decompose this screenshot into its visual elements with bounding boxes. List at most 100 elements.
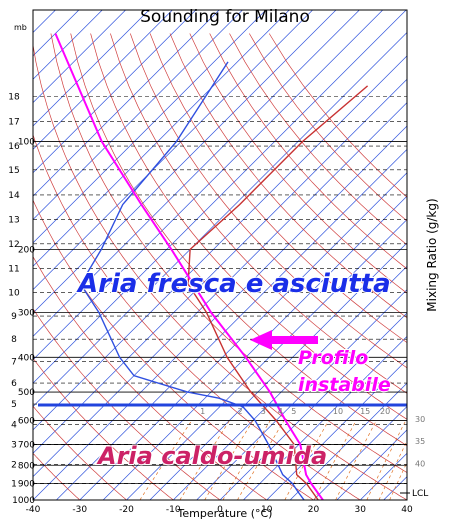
dry-adiabat — [189, 33, 407, 294]
mixing-ratio-label: 3 — [261, 407, 266, 416]
lcl-label: LCL — [412, 489, 428, 499]
isotherm-grid-line — [126, 219, 407, 500]
height-tick-label: 16 — [8, 142, 20, 152]
x-tick-label: 20 — [308, 505, 320, 515]
y-tick-label: 200 — [18, 245, 35, 255]
mixing-ratio-label: 1 — [200, 407, 205, 416]
dry-adiabat — [33, 357, 174, 500]
dry-adiabat — [33, 255, 267, 500]
isotherm — [33, 10, 313, 291]
y-tick-label: 900 — [18, 480, 35, 490]
height-tick-label: 8 — [11, 335, 17, 345]
x-axis-label: Temperature (°C) — [177, 507, 273, 519]
isotherm — [33, 102, 407, 478]
height-tick-label: 6 — [11, 379, 17, 389]
dry-adiabat — [169, 33, 407, 319]
height-tick-label: 10 — [8, 289, 20, 299]
dry-adiabat — [33, 452, 81, 500]
isotherm-grid-line — [266, 359, 407, 500]
mixing-ratio-label: 15 — [360, 407, 370, 416]
height-tick-label: 12 — [8, 240, 19, 250]
mixing-ratio-line — [335, 420, 377, 500]
isotherm — [33, 10, 290, 267]
isotherm — [383, 476, 407, 500]
isotherm — [33, 10, 196, 174]
height-tick-label: 14 — [8, 191, 20, 201]
mixing-ratio-label: 4 — [278, 407, 283, 416]
isotherm — [33, 10, 173, 150]
height-tick-label: 1 — [11, 479, 17, 489]
isotherm — [0, 10, 9, 500]
dry-adiabat — [209, 33, 407, 270]
isotherm — [33, 32, 407, 407]
mixing-ratio-line — [204, 420, 254, 500]
annotation: Aria caldo-umida — [96, 442, 327, 470]
isotherm — [33, 10, 150, 127]
profile-line — [79, 61, 305, 500]
isotherm — [196, 289, 407, 500]
chart-title: Sounding for Milano — [140, 7, 310, 27]
mixing-ratio-label: 5 — [291, 407, 296, 416]
dry-adiabat — [70, 33, 407, 447]
dry-adiabat — [33, 199, 314, 500]
height-tick-label: 9 — [11, 312, 17, 322]
height-tick-label: 3 — [11, 441, 17, 451]
mixing-ratio-label: 2 — [238, 407, 243, 416]
isotherm — [33, 55, 407, 431]
isotherm — [56, 148, 407, 500]
y-tick-label: 1000 — [12, 496, 35, 506]
profile-line — [54, 33, 324, 500]
mixing-ratio-line — [237, 420, 285, 500]
isotherm — [289, 382, 407, 500]
isotherm-grid-line — [79, 172, 407, 500]
dry-adiabat — [110, 33, 407, 394]
height-tick-label: 18 — [8, 93, 20, 103]
isotherm — [33, 10, 126, 104]
y2-axis-label: Mixing Ratio (g/kg) — [425, 198, 439, 311]
isotherm-grid-line — [219, 312, 407, 500]
isotherm — [33, 10, 360, 337]
isotherm — [33, 10, 407, 384]
isotherm — [33, 10, 337, 314]
isotherm — [33, 10, 383, 361]
isotherm — [33, 10, 267, 244]
mixing-ratio-line — [139, 420, 193, 500]
x-tick-label: -10 — [166, 505, 181, 515]
mixing-ratio-label: 35 — [415, 437, 425, 446]
isotherm-grid-line — [313, 406, 407, 500]
profiles — [54, 33, 369, 500]
annotation: instabile — [298, 374, 391, 396]
dry-adiabat — [229, 33, 407, 246]
isotherm-grid-line — [33, 125, 407, 500]
arrow — [250, 330, 318, 350]
plot-frame — [32, 9, 408, 501]
y-tick-label: 800 — [18, 461, 35, 471]
isotherm — [149, 242, 407, 500]
dry-adiabat — [33, 405, 127, 500]
height-tick-label: 2 — [11, 460, 17, 470]
diagram-background — [0, 10, 407, 500]
profile-line — [187, 85, 369, 500]
dry-adiabat — [33, 308, 221, 500]
x-tick-label: -20 — [119, 505, 134, 515]
y-tick-label: 700 — [18, 440, 35, 450]
isotherm — [102, 195, 407, 500]
y-tick-label: 400 — [18, 353, 35, 363]
y-tick-label: 500 — [18, 388, 35, 398]
x-tick-label: 0 — [217, 505, 223, 515]
x-tick-label: -40 — [26, 505, 41, 515]
x-tick-label: 10 — [261, 505, 273, 515]
height-tick-label: 4 — [11, 421, 17, 431]
dry-adiabat — [50, 33, 407, 473]
annotation: Aria fresca e asciutta — [76, 269, 391, 299]
mixing-ratio-label: 10 — [333, 407, 343, 416]
mixing-ratio-line — [222, 420, 271, 500]
y-tick-label: 100 — [18, 137, 35, 147]
x-tick-label: 30 — [355, 505, 367, 515]
dry-adiabat — [149, 33, 407, 344]
isotherm-grid-line — [173, 265, 407, 500]
mixing-ratio-line — [284, 420, 329, 500]
mixing-ratio-line — [179, 420, 230, 500]
height-tick-label: 13 — [8, 215, 19, 225]
mixing-ratio-label: 40 — [415, 459, 425, 468]
